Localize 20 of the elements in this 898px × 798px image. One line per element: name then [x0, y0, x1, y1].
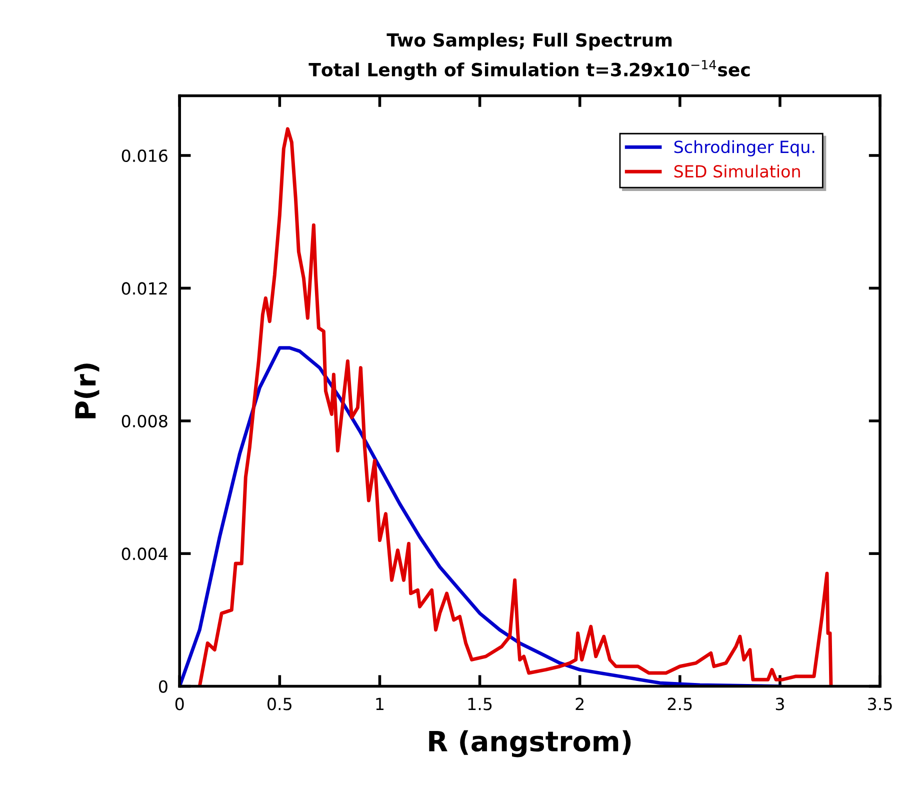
y-tick-label: 0.012 — [122, 282, 167, 295]
y-tick-label: 0.008 — [122, 414, 168, 428]
x-tick-label: 0.5 — [268, 698, 292, 710]
y-tick-label: 0.016 — [122, 149, 168, 162]
legend-label: Schrodinger Equ. — [674, 140, 814, 156]
x-tick-label: 3.5 — [868, 698, 892, 710]
y-tick-label: 0.004 — [122, 548, 168, 560]
x-tick-label: 1.5 — [468, 698, 492, 710]
legend-label: SED Simulation — [674, 164, 800, 178]
x-tick-label: 2.5 — [668, 698, 692, 710]
line-series — [198, 127, 833, 686]
x-axis-title: R (angstrom) — [429, 730, 631, 758]
chart-title: Two Samples; Full Spectrum Total Length of Simulation t=3.29x10$^{−14}$sec — [308, 32, 750, 80]
x-tick-label: 1 — [376, 698, 384, 710]
x-tick-label: 0 — [175, 698, 184, 710]
y-axis-title: P(r) — [74, 364, 100, 418]
y-tick-label: 0 — [158, 680, 168, 693]
x-tick-label: 3 — [776, 698, 784, 710]
x-tick-label: 2 — [576, 698, 584, 710]
line-series — [180, 346, 782, 686]
